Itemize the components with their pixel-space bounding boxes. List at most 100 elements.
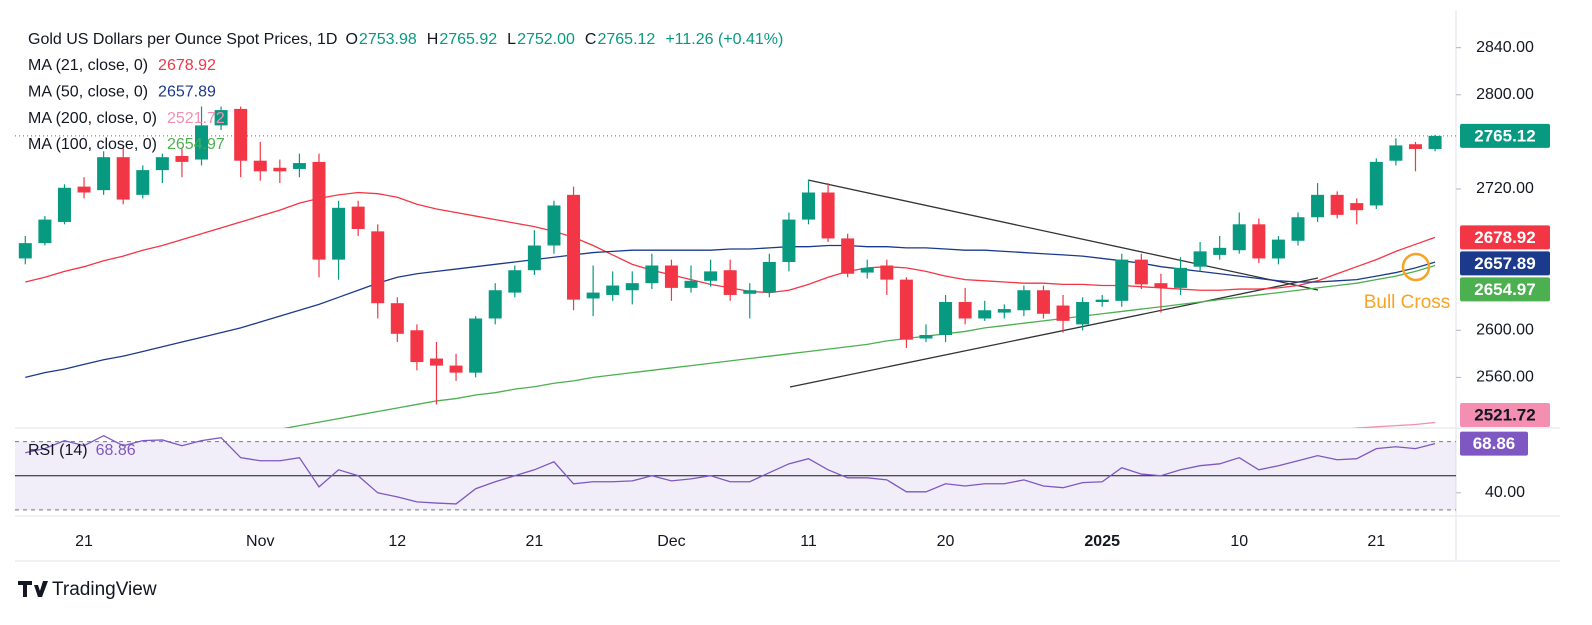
rsi-label-box xyxy=(1460,431,1528,456)
ohlc-value: 2765.12 xyxy=(597,31,655,48)
ohlc-letter: O xyxy=(345,31,357,48)
trendline-lower xyxy=(789,277,1319,388)
legend-name: MA (100, close, 0) xyxy=(28,136,157,153)
candle-body xyxy=(723,270,737,295)
rsi-pane xyxy=(15,434,1456,511)
candle-body xyxy=(1428,135,1442,149)
chart-title: Gold US Dollars per Ounce Spot Prices, 1… xyxy=(28,31,337,48)
candle-body xyxy=(175,156,189,162)
annotation: Bull Cross xyxy=(1364,292,1451,313)
candle-body xyxy=(1408,144,1422,149)
candle-body xyxy=(214,110,228,126)
candle-body xyxy=(664,265,678,288)
rsi-tick-label: 40.00 xyxy=(1485,484,1525,501)
x-tick-label: 21 xyxy=(75,533,93,550)
candle-body xyxy=(645,265,659,284)
candle-body xyxy=(332,207,346,260)
price-label: 2657.89 xyxy=(1474,254,1535,273)
candle-body xyxy=(919,334,933,339)
candle-body xyxy=(547,205,561,246)
y-tick-label: 2600.00 xyxy=(1476,321,1534,338)
candle-body xyxy=(841,238,855,274)
candle-body xyxy=(978,310,992,319)
ohlc-letter: L xyxy=(507,31,516,48)
candle-body xyxy=(410,330,424,363)
marks xyxy=(15,106,1456,511)
brand: TradingView xyxy=(52,579,157,600)
price-label-box xyxy=(1460,123,1550,148)
candle-body xyxy=(57,187,71,222)
price-label: 2521.72 xyxy=(1474,405,1535,424)
candle-body xyxy=(97,157,111,191)
x-tick-label: Nov xyxy=(246,533,274,550)
candle-body xyxy=(1350,203,1364,211)
candle-body xyxy=(939,302,953,335)
candle-body xyxy=(18,243,32,259)
candle-body xyxy=(1252,224,1266,259)
candle-body xyxy=(821,192,835,239)
candle-body xyxy=(684,280,698,288)
candle-body xyxy=(880,265,894,280)
candle-body xyxy=(625,283,639,291)
candle-body xyxy=(1017,290,1031,311)
price-label: 2654.97 xyxy=(1474,280,1535,299)
brand-logo xyxy=(18,581,48,597)
candle-body xyxy=(1115,259,1129,301)
candle-body xyxy=(860,267,874,273)
ohlc-value: 2752.00 xyxy=(517,31,575,48)
candle-body xyxy=(390,303,404,334)
candle-body xyxy=(1330,194,1344,215)
candle-body xyxy=(116,157,130,200)
candle-body xyxy=(527,245,541,271)
ohlc-value: 2753.98 xyxy=(359,31,417,48)
candle-body xyxy=(371,231,385,304)
legend-name: MA (21, close, 0) xyxy=(28,57,148,74)
x-tick-label: 11 xyxy=(800,533,817,550)
candle-body xyxy=(273,167,287,172)
candle-body xyxy=(1174,267,1188,288)
legend: Gold US Dollars per Ounce Spot Prices, 1… xyxy=(28,31,783,459)
candle-body xyxy=(802,192,815,220)
candle-body xyxy=(234,108,248,161)
candle-body xyxy=(1193,251,1207,267)
price-label-box xyxy=(1460,251,1550,276)
rsi-name: RSI (14) xyxy=(28,442,88,459)
y-tick-label: 2840.00 xyxy=(1476,39,1534,56)
candle-body xyxy=(449,365,463,373)
price-label-box xyxy=(1460,225,1550,250)
x-tick-label: 10 xyxy=(1230,533,1248,550)
candle-body xyxy=(77,186,91,193)
legend-name: MA (200, close, 0) xyxy=(28,110,157,127)
candle-body xyxy=(292,163,306,169)
x-tick-label: 20 xyxy=(937,533,955,550)
y-tick-label: 2800.00 xyxy=(1476,86,1534,103)
candle-body xyxy=(1213,247,1227,255)
price-pane xyxy=(15,106,1456,428)
x-tick-label: Dec xyxy=(657,533,685,550)
legend-value: 2654.97 xyxy=(167,136,225,153)
candle-body xyxy=(1271,239,1285,259)
legend-value: 2657.89 xyxy=(158,84,216,101)
candle-body xyxy=(567,194,581,300)
candle-body xyxy=(606,285,620,295)
price-label: 2678.92 xyxy=(1474,228,1535,247)
rsi-value: 68.86 xyxy=(96,442,136,459)
candle-body xyxy=(1291,217,1305,241)
price-label-box xyxy=(1460,403,1550,427)
candle-body xyxy=(899,279,913,340)
candle-body xyxy=(253,160,267,172)
candle-body xyxy=(704,271,718,281)
candle-body xyxy=(1036,290,1050,314)
candle-body xyxy=(782,219,796,262)
candle-body xyxy=(38,219,52,244)
candle-body xyxy=(743,290,757,294)
candle-body xyxy=(1134,259,1148,285)
ohlc-letter: C xyxy=(585,31,597,48)
ohlc-letter: H xyxy=(427,31,439,48)
candle-body xyxy=(1232,224,1246,251)
y-tick-label: 2720.00 xyxy=(1476,180,1534,197)
x-tick-label: 2025 xyxy=(1084,533,1120,550)
bull-cross-circle xyxy=(1401,252,1431,282)
price-label: 2765.12 xyxy=(1474,126,1535,145)
